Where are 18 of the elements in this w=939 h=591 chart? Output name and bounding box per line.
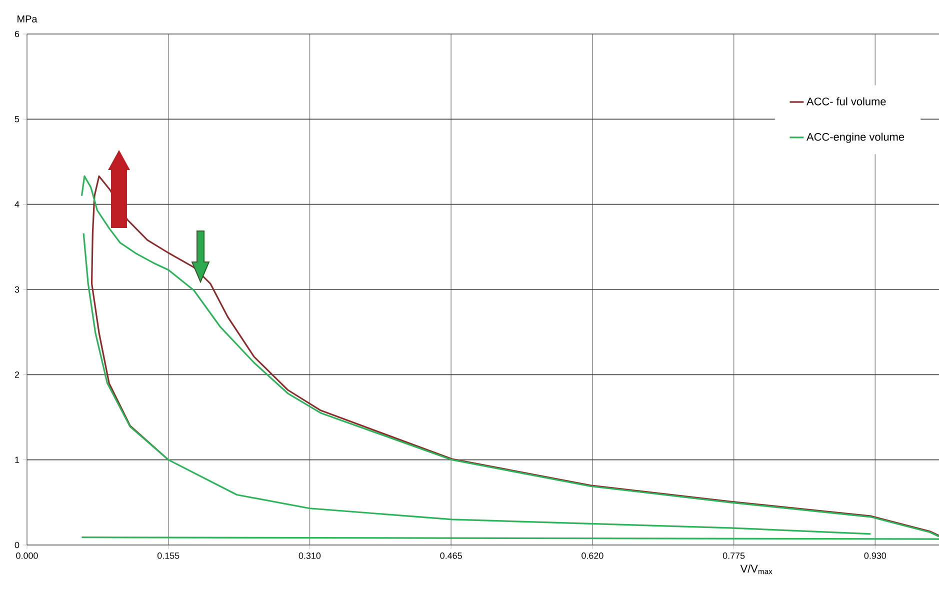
y-tick-label: 6 [14, 30, 20, 38]
legend-label: ACC-engine volume [806, 132, 904, 143]
x-tick-label: 0.310 [298, 552, 321, 559]
y-tick-label: 4 [14, 201, 20, 208]
x-axis-title: V/V$_{max}$ [740, 564, 772, 574]
x-tick-label: 0.155 [157, 552, 180, 559]
y-tick-label: 2 [14, 372, 20, 378]
y-tick-label: 0 [14, 542, 20, 548]
legend-label: ACC- ful volume [806, 97, 886, 106]
x-tick-label: 0.000 [16, 552, 38, 559]
y-tick-label: 1 [15, 456, 20, 463]
x-tick-label: 0.465 [440, 552, 462, 559]
x-tick-label: 0.620 [582, 552, 604, 559]
y-tick-label: 5 [14, 116, 20, 122]
x-tick-label: 0.930 [864, 552, 886, 559]
y-axis-title: MPa [18, 16, 38, 22]
y-tick-label: 3 [14, 286, 20, 293]
x-tick-label: 0.775 [722, 552, 745, 559]
